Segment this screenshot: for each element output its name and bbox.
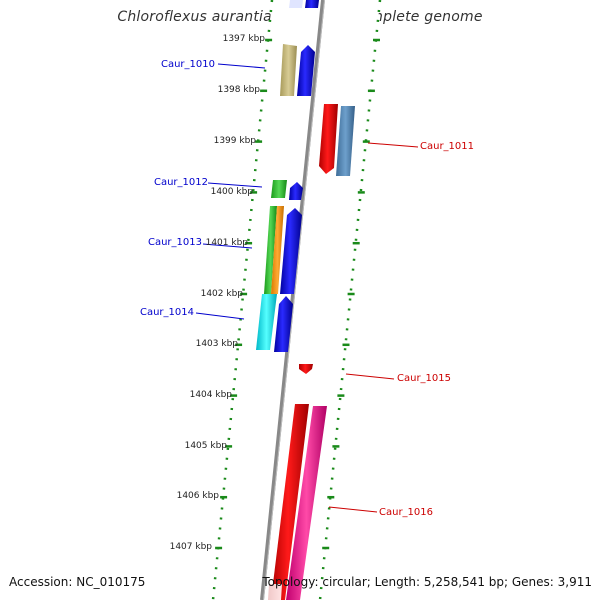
gene-arrow-caur-1010[interactable] xyxy=(297,45,315,96)
gene-arrow-caur-1013-orange[interactable] xyxy=(271,206,284,294)
gene-arrow-caur-1012-green[interactable] xyxy=(271,180,287,198)
gene-arrow-caur-1014-cyan[interactable] xyxy=(256,294,277,350)
tick-label: 1403 kbp xyxy=(196,339,239,349)
gene-label-caur-1011[interactable]: Caur_1011 xyxy=(420,141,474,152)
outer-dotted-border xyxy=(318,0,382,600)
gene-label-caur-1014[interactable]: Caur_1014 xyxy=(140,307,194,318)
tick-labels: 1397 kbp 1398 kbp 1399 kbp 1400 kbp 1401… xyxy=(170,34,266,552)
leader-caur-1013 xyxy=(202,243,253,249)
genome-info-text: Topology: circular; Length: 5,258,541 bp… xyxy=(262,575,592,589)
gene-arrow-caur-1010-khaki[interactable] xyxy=(280,44,297,96)
accession-text: Accession: NC_010175 xyxy=(9,575,146,589)
tick-label: 1405 kbp xyxy=(185,441,228,451)
leader-caur-1011 xyxy=(367,142,419,148)
gene-label-caur-1012[interactable]: Caur_1012 xyxy=(154,177,208,188)
leader-caur-1014 xyxy=(195,312,245,320)
tick-label: 1401 kbp xyxy=(206,238,249,248)
gene-labels: Caur_1010 Caur_1011 Caur_1012 Caur_1013 … xyxy=(140,59,474,518)
tick-label: 1402 kbp xyxy=(201,289,244,299)
gene-arrow-caur-1014[interactable] xyxy=(274,296,293,352)
gene-arrow-caur-1015[interactable] xyxy=(299,364,313,374)
tick-label: 1398 kbp xyxy=(218,85,261,95)
tick-label: 1400 kbp xyxy=(211,187,254,197)
gene-arrow-top-partial[interactable] xyxy=(305,0,319,8)
tick-label: 1397 kbp xyxy=(223,34,266,44)
tick-label: 1404 kbp xyxy=(190,390,233,400)
gene-arrow-caur-1013-green[interactable] xyxy=(264,206,277,294)
chromosome-line-highlight xyxy=(263,0,325,600)
gene-arrow-caur-1012[interactable] xyxy=(289,182,303,200)
tick-label: 1399 kbp xyxy=(214,136,257,146)
gene-label-caur-1010[interactable]: Caur_1010 xyxy=(161,59,215,70)
tick-label: 1407 kbp xyxy=(170,542,213,552)
leader-caur-1012 xyxy=(207,182,263,188)
gene-box-top-partial-light[interactable] xyxy=(289,0,303,8)
leader-caur-1016 xyxy=(328,506,378,513)
leader-caur-1015 xyxy=(345,373,395,380)
gene-label-caur-1016[interactable]: Caur_1016 xyxy=(379,507,433,518)
gene-arrow-caur-1016-pink[interactable] xyxy=(286,406,327,600)
gene-arrow-caur-1013[interactable] xyxy=(280,208,302,294)
label-leader-lines xyxy=(195,63,419,513)
tick-label: 1406 kbp xyxy=(177,491,220,501)
gene-features xyxy=(256,0,355,600)
gene-arrow-caur-1011[interactable] xyxy=(319,104,338,174)
gene-box-bottom-partial-light[interactable] xyxy=(268,584,282,600)
chromosome-line xyxy=(260,0,325,600)
gene-label-caur-1013[interactable]: Caur_1013 xyxy=(148,237,202,248)
tick-marks xyxy=(215,38,380,550)
gene-arrow-caur-1011-steel[interactable] xyxy=(336,106,355,176)
inner-dotted-border xyxy=(211,0,274,600)
leader-caur-1010 xyxy=(217,63,266,69)
gene-arrow-caur-1016[interactable] xyxy=(271,404,309,600)
gene-label-caur-1015[interactable]: Caur_1015 xyxy=(397,373,451,384)
